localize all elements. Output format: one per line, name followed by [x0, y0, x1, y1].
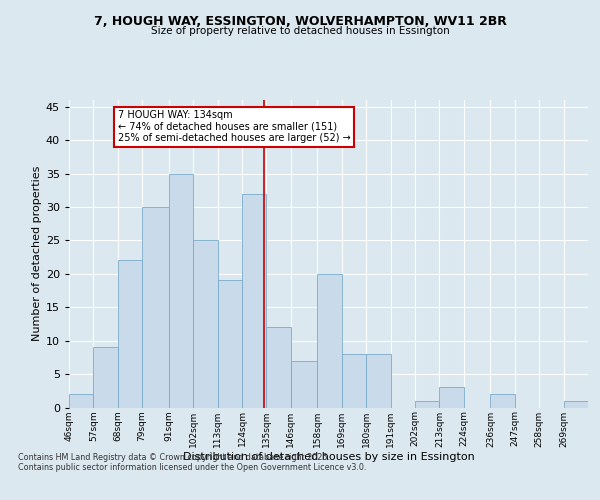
Bar	[142, 207, 169, 408]
Text: Contains public sector information licensed under the Open Government Licence v3: Contains public sector information licen…	[18, 464, 367, 472]
X-axis label: Distribution of detached houses by size in Essington: Distribution of detached houses by size …	[182, 452, 475, 462]
Text: 7 HOUGH WAY: 134sqm
← 74% of detached houses are smaller (151)
25% of semi-detac: 7 HOUGH WAY: 134sqm ← 74% of detached ho…	[118, 110, 350, 143]
Bar	[366, 354, 391, 408]
Bar	[291, 360, 317, 408]
Bar	[69, 394, 94, 407]
Bar	[490, 394, 515, 407]
Y-axis label: Number of detached properties: Number of detached properties	[32, 166, 41, 342]
Bar	[342, 354, 366, 408]
Bar	[242, 194, 266, 408]
Bar	[218, 280, 242, 407]
Bar	[169, 174, 193, 408]
Text: 7, HOUGH WAY, ESSINGTON, WOLVERHAMPTON, WV11 2BR: 7, HOUGH WAY, ESSINGTON, WOLVERHAMPTON, …	[94, 15, 506, 28]
Text: Size of property relative to detached houses in Essington: Size of property relative to detached ho…	[151, 26, 449, 36]
Bar	[415, 401, 439, 407]
Bar	[193, 240, 218, 408]
Bar	[118, 260, 142, 408]
Bar	[94, 348, 118, 408]
Bar	[317, 274, 342, 407]
Bar	[439, 388, 464, 407]
Bar	[563, 401, 588, 407]
Text: Contains HM Land Registry data © Crown copyright and database right 2025.: Contains HM Land Registry data © Crown c…	[18, 454, 330, 462]
Bar	[266, 328, 291, 407]
